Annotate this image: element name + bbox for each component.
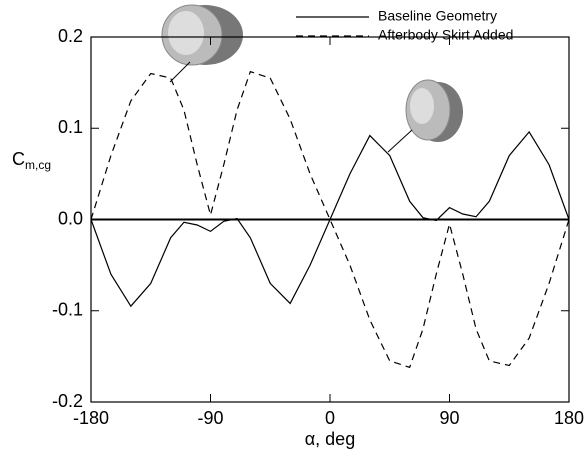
skirt-capsule-icon — [161, 4, 243, 83]
x-tick-label: -180 — [73, 408, 109, 428]
y-tick-label: 0.2 — [58, 26, 83, 46]
y-tick-label: 0.1 — [58, 117, 83, 137]
series-line — [90, 130, 570, 308]
y-axis-label-main: C — [12, 149, 25, 169]
y-axis-label-sub: m,cg — [25, 158, 51, 172]
legend-label: Baseline Geometry — [378, 8, 497, 24]
x-tick-label: 90 — [439, 408, 459, 428]
x-tick-label: 180 — [554, 408, 584, 428]
y-tick-label: 0.0 — [58, 208, 83, 228]
y-axis-label: Cm,cg — [12, 149, 51, 172]
x-tick-label: -90 — [197, 408, 223, 428]
baseline-capsule-icon — [387, 79, 463, 153]
x-axis-label: α, deg — [305, 429, 355, 449]
x-tick-label: 0 — [325, 408, 335, 428]
y-tick-label: -0.1 — [52, 300, 83, 320]
y-tick-label: -0.2 — [52, 391, 83, 411]
legend-label: Afterbody Skirt Added — [378, 27, 513, 43]
